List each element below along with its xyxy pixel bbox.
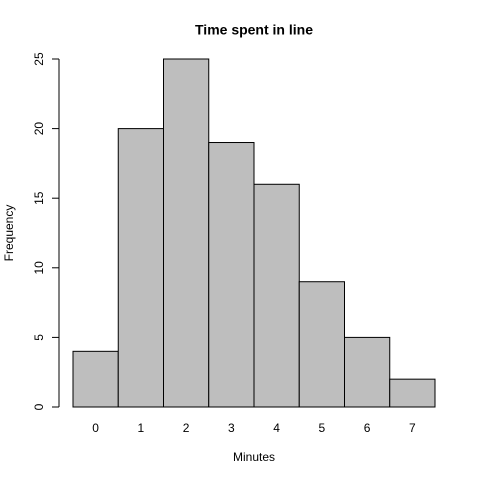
y-tick-label: 5 — [32, 334, 46, 341]
x-tick-label: 1 — [138, 421, 145, 435]
bar — [298, 281, 345, 408]
y-tick-label: 20 — [32, 122, 46, 136]
chart-title: Time spent in line — [195, 22, 313, 38]
bar — [389, 378, 436, 408]
x-tick-label: 6 — [364, 421, 371, 435]
x-tick-label: 2 — [183, 421, 190, 435]
y-tick-label: 0 — [32, 403, 46, 410]
x-tick-label: 4 — [273, 421, 280, 435]
bar — [344, 336, 391, 408]
bar — [117, 128, 164, 408]
y-tick-label: 15 — [32, 191, 46, 205]
x-tick-label: 0 — [92, 421, 99, 435]
x-tick-label: 7 — [409, 421, 416, 435]
bar — [163, 58, 210, 408]
y-tick-label: 10 — [32, 261, 46, 275]
y-axis-label: Frequency — [2, 205, 16, 262]
x-axis-label: Minutes — [233, 450, 275, 464]
bar — [72, 350, 119, 408]
x-tick-label: 3 — [228, 421, 235, 435]
bar — [208, 142, 255, 408]
bar — [253, 183, 300, 408]
y-tick-label: 25 — [32, 52, 46, 66]
x-tick-label: 5 — [319, 421, 326, 435]
